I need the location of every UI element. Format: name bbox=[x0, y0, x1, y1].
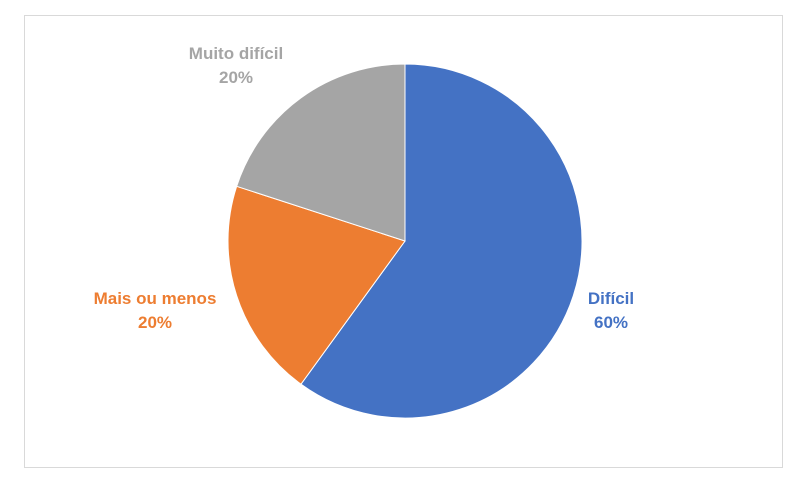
slice-label-mais-ou-menos: Mais ou menos bbox=[94, 289, 217, 308]
slice-label-dificil: Difícil bbox=[588, 289, 634, 308]
pie-slice-muito-dificil bbox=[236, 63, 406, 242]
slice-percent-muito-dificil: 20% bbox=[219, 68, 253, 87]
pie-slice-dificil bbox=[300, 63, 583, 419]
pie-labels: Difícil 60% Mais ou menos 20% Muito difí… bbox=[94, 44, 635, 332]
slice-percent-dificil: 60% bbox=[594, 313, 628, 332]
slice-percent-mais-ou-menos: 20% bbox=[138, 313, 172, 332]
pie-slice-mais-ou-menos bbox=[227, 185, 406, 385]
slice-label-muito-dificil: Muito difícil bbox=[189, 44, 283, 63]
pie-slices bbox=[227, 63, 583, 419]
